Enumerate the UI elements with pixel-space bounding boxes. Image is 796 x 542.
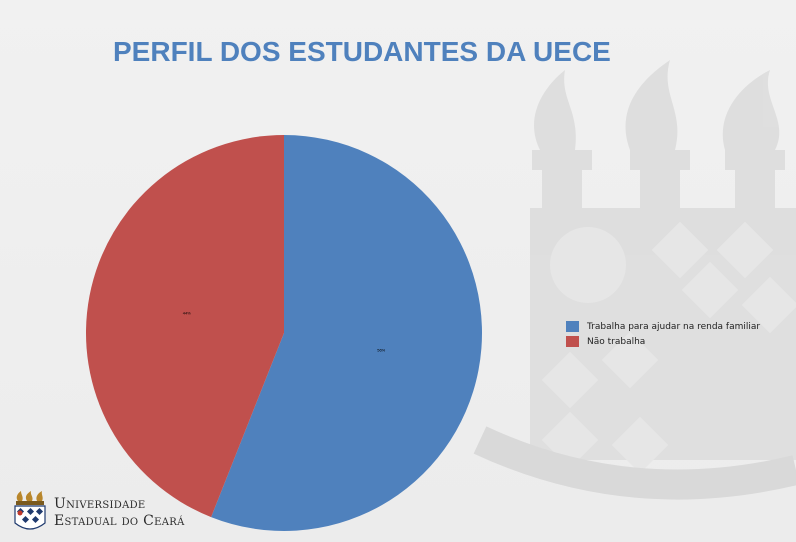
page-title: PERFIL DOS ESTUDANTES DA UECE xyxy=(113,36,611,67)
university-logo: Universidade Estadual do Ceará xyxy=(12,491,185,535)
logo-line-1: Universidade xyxy=(54,496,146,512)
legend-item: Não trabalha xyxy=(566,334,760,349)
legend-item: Trabalha para ajudar na renda familiar xyxy=(566,319,760,334)
legend-label: Trabalha para ajudar na renda familiar xyxy=(587,321,761,332)
pie-slice xyxy=(85,135,285,518)
legend-swatch xyxy=(566,321,579,332)
pie-data-label: 44% xyxy=(183,310,191,315)
pie-data-label: 56% xyxy=(377,348,385,353)
logo-line-2: Estadual do Ceará xyxy=(54,513,185,529)
university-crest-icon xyxy=(14,491,46,530)
legend-label: Não trabalha xyxy=(587,336,646,347)
torch-crest-icon xyxy=(473,60,796,500)
chart-legend: Trabalha para ajudar na renda familiar N… xyxy=(566,319,760,349)
logo-text: Universidade Estadual do Ceará xyxy=(54,496,185,530)
pie-slices xyxy=(85,135,483,531)
pie-labels: 56% 44% xyxy=(183,310,386,352)
legend-swatch xyxy=(566,336,579,347)
pie-slice xyxy=(211,135,483,531)
